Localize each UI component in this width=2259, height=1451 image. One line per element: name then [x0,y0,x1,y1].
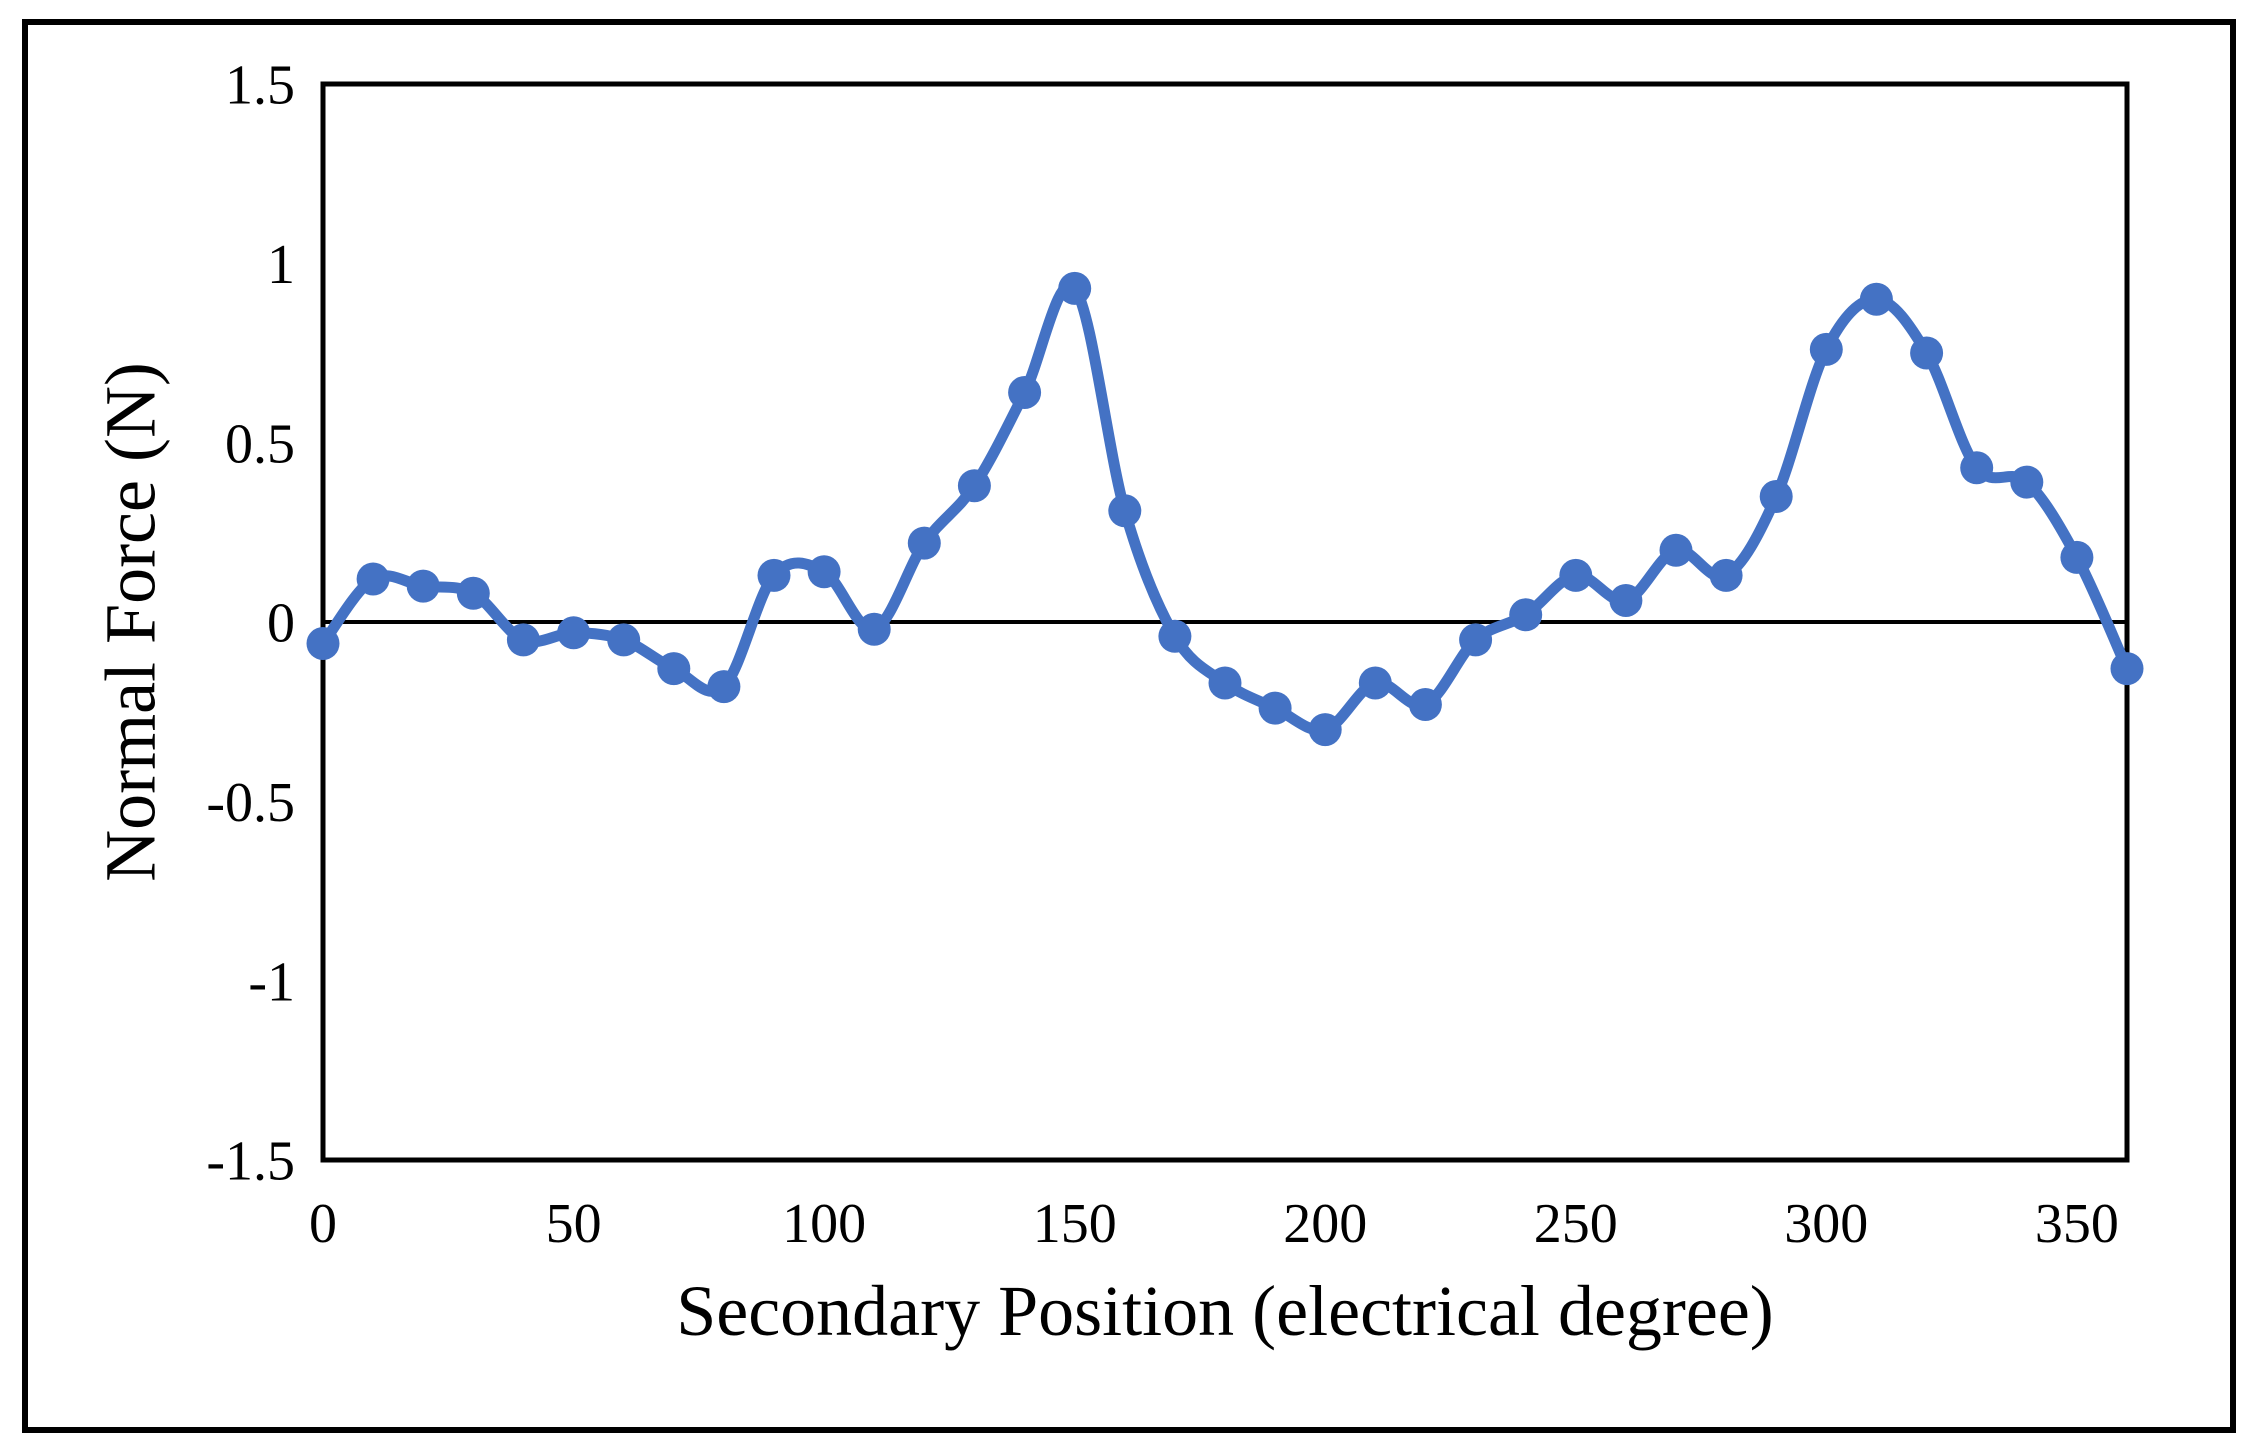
data-point-marker [907,526,941,560]
data-point-marker [1208,666,1242,700]
data-point-marker [857,612,891,646]
data-point-marker [557,616,591,650]
data-point-marker [1759,480,1793,513]
data-point-marker [356,562,390,596]
data-point-marker [2010,465,2044,499]
y-tick-label: -1 [248,951,295,1013]
data-point-marker [1509,598,1543,632]
data-point-marker [1709,558,1743,592]
data-point-marker [2110,652,2144,686]
y-tick-label: 1 [267,234,295,296]
data-point-marker [456,576,490,610]
x-axis-tick-labels: 0 50 100 150 200 250 300 350 [309,1193,2119,1255]
x-tick-label: 0 [309,1193,337,1255]
data-point-marker [1809,332,1843,366]
data-point-marker [406,569,440,603]
x-tick-label: 350 [2035,1193,2119,1255]
data-point-marker [1559,558,1593,592]
data-point-marker [2060,540,2094,574]
data-point-marker [1058,271,1092,305]
series-line [317,280,2133,736]
y-axis-tick-labels: 1.5 1 0.5 0 -0.5 -1 -1.5 [206,55,295,1193]
figure-border [22,19,2236,1433]
data-point-marker [1008,376,1042,409]
x-tick-label: 150 [1033,1193,1117,1255]
x-axis-title: Secondary Position (electrical degree) [676,1271,1774,1351]
x-tick-label: 300 [1784,1193,1868,1255]
x-tick-label: 200 [1283,1193,1367,1255]
data-point-marker [957,469,991,503]
data-point-marker [306,627,340,660]
data-point-marker [757,558,791,592]
data-point-marker [1408,688,1442,721]
data-point-marker [1108,494,1142,528]
data-point-marker [1659,533,1693,567]
y-tick-label: 1.5 [225,55,295,117]
data-point-marker [807,555,841,589]
data-point-marker [607,623,641,657]
data-point-marker [1258,691,1292,725]
y-tick-label: -0.5 [206,772,295,834]
y-tick-label: 0 [267,593,295,655]
data-point-marker [1308,713,1342,747]
data-point-marker [1459,623,1493,657]
data-point-marker [657,652,691,686]
data-point-marker [1158,619,1192,653]
data-point-marker [1859,282,1893,316]
x-tick-label: 100 [782,1193,866,1255]
data-point-marker [1609,584,1643,617]
data-point-marker [1960,451,1994,485]
data-point-marker [506,623,540,657]
x-tick-label: 50 [546,1193,602,1255]
y-axis-title: Normal Force (N) [90,362,170,882]
data-point-marker [1910,336,1944,370]
x-tick-label: 250 [1534,1193,1618,1255]
data-point-marker [1358,666,1392,700]
y-tick-label: 0.5 [225,413,295,475]
series-markers [306,271,2144,747]
data-point-marker [707,670,741,704]
y-tick-label: -1.5 [206,1131,295,1193]
